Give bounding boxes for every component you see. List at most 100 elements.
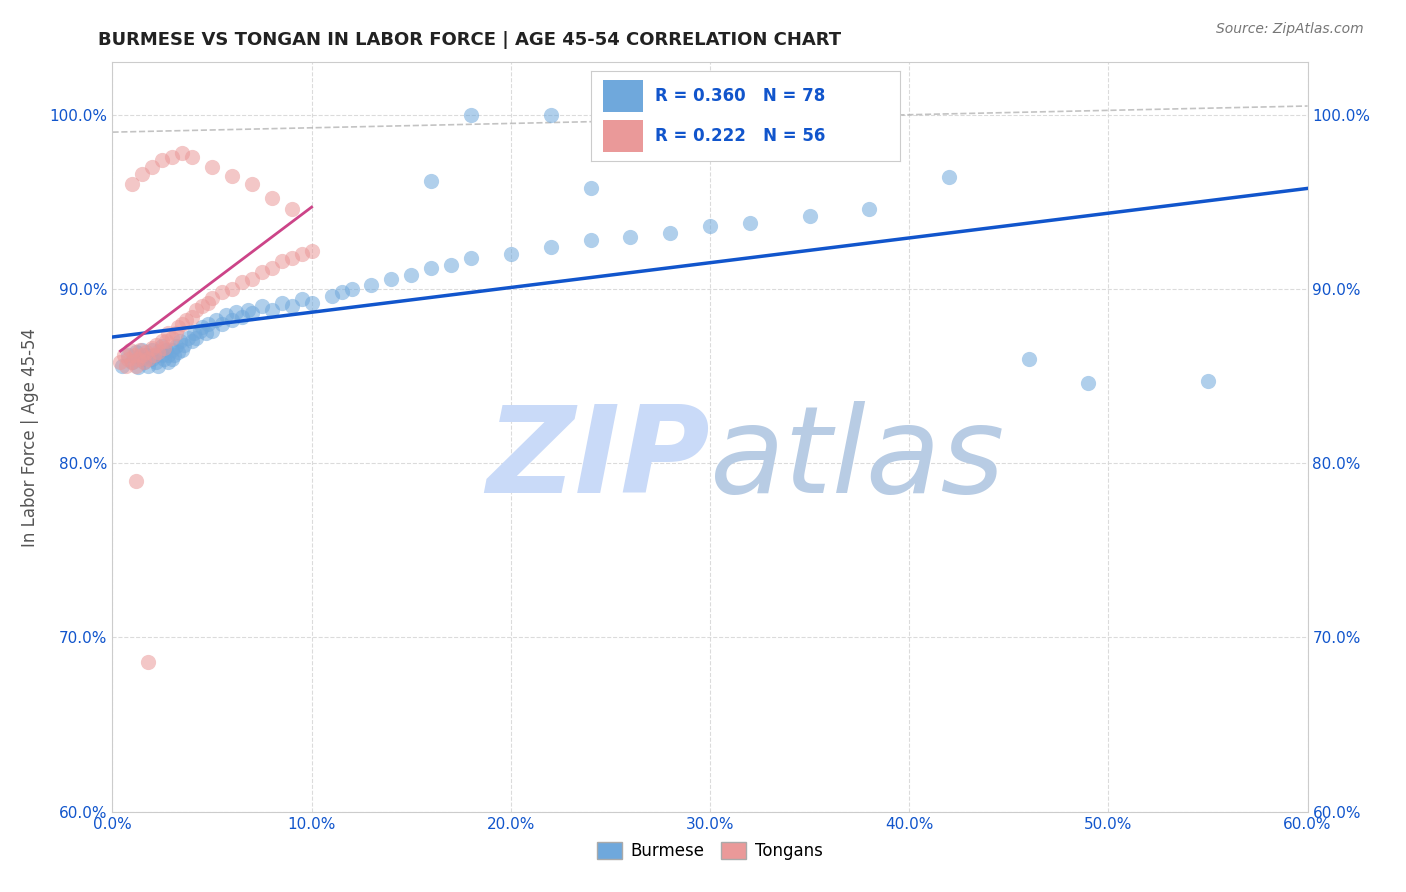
Point — [155, 334, 177, 349]
Point — [114, 348, 135, 362]
Point — [181, 149, 204, 163]
Y-axis label: In Labor Force | Age 45-54: In Labor Force | Age 45-54 — [21, 327, 38, 547]
Point — [121, 178, 143, 192]
Point — [619, 229, 641, 244]
Point — [181, 310, 204, 324]
Point — [162, 343, 183, 357]
Point — [141, 341, 163, 355]
Point — [236, 302, 259, 317]
Point — [301, 296, 323, 310]
Point — [174, 313, 197, 327]
Point — [153, 341, 176, 355]
Point — [148, 344, 170, 359]
Point — [124, 348, 146, 362]
Point — [499, 247, 522, 261]
Point — [260, 261, 283, 276]
Point — [460, 108, 482, 122]
Point — [221, 282, 243, 296]
Point — [579, 181, 602, 195]
Point — [143, 348, 166, 362]
Point — [221, 169, 243, 183]
Point — [460, 251, 482, 265]
Point — [125, 344, 148, 359]
Point — [270, 296, 292, 310]
Point — [250, 264, 273, 278]
Point — [181, 334, 204, 349]
Point — [201, 291, 224, 305]
Text: R = 0.222   N = 56: R = 0.222 N = 56 — [655, 127, 825, 145]
Point — [131, 343, 153, 357]
Point — [1077, 376, 1099, 390]
Point — [167, 344, 190, 359]
Point — [141, 343, 163, 357]
Point — [270, 254, 292, 268]
Point — [260, 191, 283, 205]
Point — [138, 351, 160, 366]
Point — [231, 310, 253, 324]
Point — [1018, 351, 1040, 366]
Bar — [603, 120, 643, 152]
Point — [110, 355, 132, 369]
Bar — [603, 80, 643, 112]
Point — [145, 355, 167, 369]
Point — [360, 278, 382, 293]
Text: BURMESE VS TONGAN IN LABOR FORCE | AGE 45-54 CORRELATION CHART: BURMESE VS TONGAN IN LABOR FORCE | AGE 4… — [98, 31, 842, 49]
Point — [281, 202, 304, 216]
Point — [121, 355, 143, 369]
Point — [321, 289, 343, 303]
Point — [162, 331, 183, 345]
Text: Source: ZipAtlas.com: Source: ZipAtlas.com — [1216, 22, 1364, 37]
Point — [165, 326, 187, 340]
Point — [135, 348, 157, 362]
Point — [117, 348, 139, 362]
Point — [141, 160, 163, 174]
Point — [215, 308, 238, 322]
Point — [699, 219, 721, 234]
Point — [330, 285, 353, 300]
Point — [157, 348, 180, 362]
Point — [738, 216, 761, 230]
Point — [131, 348, 153, 362]
Point — [150, 348, 173, 362]
Point — [131, 167, 153, 181]
Point — [205, 313, 228, 327]
Point — [197, 317, 219, 331]
Point — [240, 271, 263, 285]
Point — [138, 359, 160, 373]
Point — [183, 326, 205, 340]
Point — [127, 351, 149, 366]
Point — [401, 268, 423, 282]
Point — [150, 153, 173, 167]
Point — [173, 337, 195, 351]
Point — [440, 258, 463, 272]
Point — [380, 271, 402, 285]
Point — [153, 351, 176, 366]
Point — [211, 285, 233, 300]
Point — [141, 351, 163, 366]
Point — [163, 348, 186, 362]
Point — [195, 326, 218, 340]
Point — [138, 655, 160, 669]
Point — [1197, 374, 1219, 388]
Point — [231, 275, 253, 289]
Point — [162, 351, 183, 366]
Point — [250, 299, 273, 313]
Point — [420, 174, 443, 188]
Point — [115, 359, 138, 373]
Point — [420, 261, 443, 276]
Point — [120, 343, 142, 357]
Point — [201, 324, 224, 338]
Point — [191, 299, 214, 313]
Point — [540, 108, 562, 122]
Point — [799, 209, 821, 223]
Point — [221, 313, 243, 327]
Point — [135, 344, 157, 359]
Text: R = 0.360   N = 78: R = 0.360 N = 78 — [655, 87, 825, 105]
Point — [111, 359, 134, 373]
Point — [127, 360, 149, 375]
Point — [191, 320, 214, 334]
Point — [301, 244, 323, 258]
Point — [281, 299, 304, 313]
Point — [197, 296, 219, 310]
Point — [125, 474, 148, 488]
